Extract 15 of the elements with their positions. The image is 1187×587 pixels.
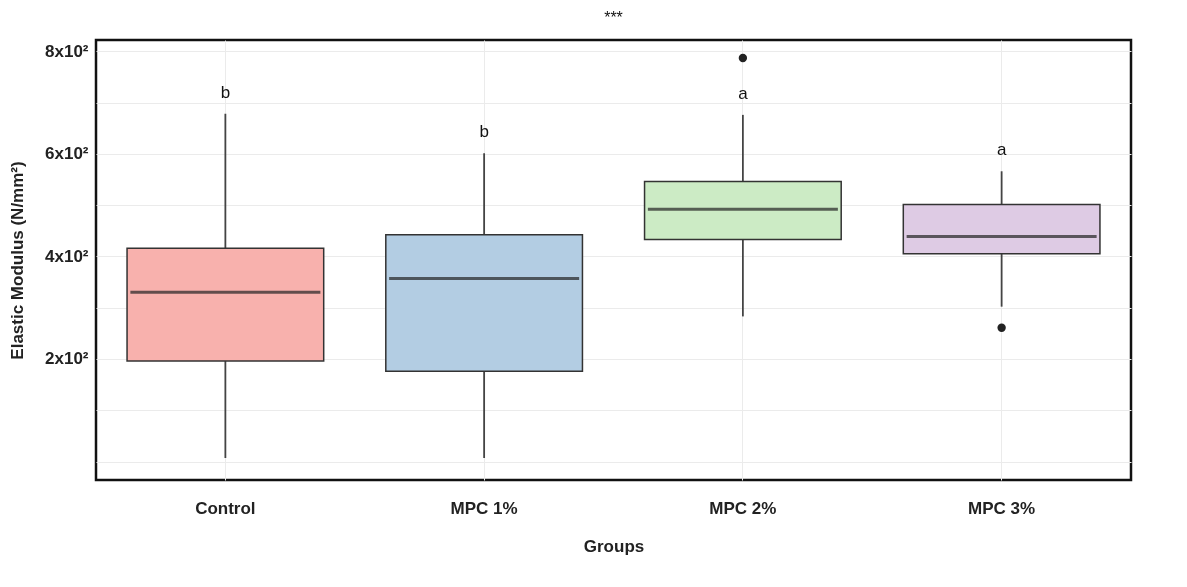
x-tick-label: MPC 1% bbox=[450, 498, 518, 518]
y-axis-title: Elastic Modulus (N/mm²) bbox=[8, 161, 28, 360]
y-tick-label: 4x10² bbox=[45, 246, 89, 266]
y-tick-label: 8x10² bbox=[45, 41, 89, 61]
x-tick-label: MPC 3% bbox=[968, 498, 1036, 518]
annotation: b bbox=[220, 82, 231, 102]
y-tick-label: 6x10² bbox=[45, 144, 89, 164]
annotation: a bbox=[738, 83, 749, 103]
x-axis-title: Groups bbox=[583, 536, 645, 556]
chart-title: *** bbox=[604, 9, 623, 26]
x-tick-label: Control bbox=[195, 498, 256, 518]
annotation: b bbox=[479, 122, 489, 142]
y-tick-label: 2x10² bbox=[45, 349, 89, 369]
annotation: a bbox=[996, 140, 1007, 160]
x-tick-label: MPC 2% bbox=[709, 498, 777, 518]
